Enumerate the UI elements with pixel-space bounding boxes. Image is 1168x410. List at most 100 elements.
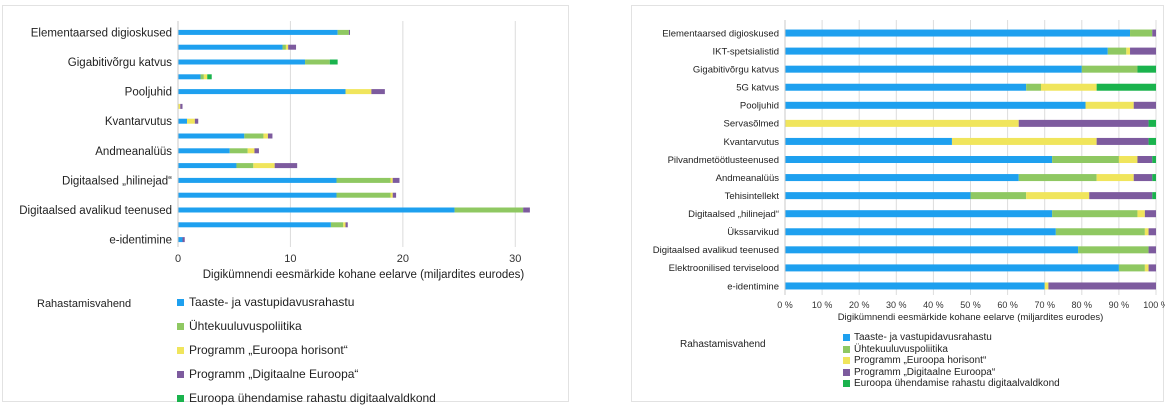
legend-item: Ühtekuuluvuspoliitika [843, 344, 1060, 356]
bar-segment [229, 148, 248, 154]
category-label: Digitaalsed „hilinejad“ [688, 209, 779, 220]
bar-segment [1137, 65, 1156, 73]
bar-segment [1148, 137, 1156, 145]
bar-segment [288, 44, 297, 50]
category-label: Digitaalsed „hilinejad“ [62, 175, 172, 187]
legend-item: Taaste- ja vastupidavusrahastu [177, 290, 436, 314]
category-label: Digitaalsed avalikud teenused [19, 205, 172, 217]
bar-segment [1026, 83, 1041, 91]
bar-segment [178, 89, 346, 95]
bar-segment [1148, 264, 1156, 272]
x-tick-label: 100 % [1143, 300, 1165, 310]
bar-segment [1018, 119, 1149, 127]
bar-segment [348, 29, 351, 35]
bar-segment [274, 163, 298, 169]
left-chart-panel: 0 10 20 30 Elementaarsed digioskused Gigabiti… [2, 5, 569, 405]
bar-segment [178, 44, 283, 50]
x-tick-label: 90 % [1109, 300, 1130, 310]
x-axis-title: Digikümnendi eesmärkide kohane eelarve (… [838, 312, 1104, 323]
bar-segment [178, 148, 230, 154]
bar-segment [329, 59, 338, 65]
bar-segment [1096, 137, 1149, 145]
bar-segment [1044, 282, 1049, 290]
legend-label: Ühtekuuluvuspoliitika [854, 343, 948, 355]
bar-segment [178, 118, 187, 124]
legend-label: Programm „Euroopa horisont“ [189, 343, 348, 357]
bar-segment [390, 177, 393, 183]
category-label: Tehisintellekt [725, 191, 780, 202]
bar-segment [785, 246, 1079, 254]
bar-segment [200, 74, 204, 80]
bar-segment [1148, 119, 1156, 127]
x-tick-label: 80 % [1072, 300, 1093, 310]
bar-segment [1089, 192, 1153, 200]
legend-list: Taaste- ja vastupidavusrahastu Ühtekuuluv… [177, 290, 436, 410]
bar-segment [371, 89, 385, 95]
bar-segment [1118, 264, 1145, 272]
bar-segment [178, 74, 201, 80]
bar-segment [1144, 210, 1156, 218]
x-tick-label: 60 % [997, 300, 1018, 310]
category-label: Pooljuhid [125, 87, 172, 99]
category-label: Pooljuhid [740, 101, 779, 112]
legend-swatch [177, 298, 184, 306]
x-tick-label: 0 [175, 253, 181, 265]
category-label: Servasõlmed [724, 119, 779, 130]
bar-segment [178, 192, 337, 198]
bar-segment [178, 29, 338, 35]
bar-segment [1096, 174, 1134, 182]
bar-segment [343, 222, 346, 228]
bar-segment [785, 119, 1019, 127]
bar-segment [178, 222, 331, 228]
bar-segment [785, 264, 1119, 272]
bar-segment [1078, 246, 1149, 254]
category-label: Elementaarsed digioskused [31, 27, 172, 39]
legend-swatch [177, 346, 184, 354]
bar-segment [390, 192, 393, 198]
bar-segment [267, 133, 273, 139]
x-tick-label: 30 % [886, 300, 907, 310]
legend-title: Rahastamisvahend [680, 339, 766, 350]
x-tick-label: 0 % [777, 300, 793, 310]
bar-segment [1148, 246, 1156, 254]
bar-segment [1018, 174, 1097, 182]
legend-swatch [843, 334, 850, 342]
legend-label: Programm „Euroopa horisont“ [854, 355, 987, 367]
bar-segment [186, 118, 195, 124]
bar-segment [785, 29, 1131, 37]
category-label: IKT-spetsialistid [712, 46, 779, 57]
legend-item: Euroopa ühendamise rahastu digitaalvaldk… [177, 386, 436, 410]
legend-label: Euroopa ühendamise rahastu digitaalvaldk… [189, 391, 436, 405]
category-label: Elektroonilised terviselood [669, 263, 779, 274]
x-tick-label: 40 % [923, 300, 944, 310]
bar-segment [178, 207, 455, 213]
bar-segment [1137, 156, 1153, 163]
x-tick-label: 50 % [960, 300, 981, 310]
bar-segment [345, 89, 372, 95]
legend-label: Taaste- ja vastupidavusrahastu [189, 295, 355, 309]
bar-segment [1144, 228, 1149, 236]
bar-segment [785, 101, 1086, 109]
bar-segment [182, 237, 185, 243]
bar-segment [785, 210, 1053, 218]
bar-segment [785, 83, 1027, 91]
bar-segment [1152, 156, 1156, 163]
bar-segment [253, 163, 275, 169]
bar-segment [392, 192, 397, 198]
legend-item: Programm „Euroopa horisont“ [177, 338, 436, 362]
bar-segment [785, 174, 1019, 182]
category-label: Andmeanalüüs [716, 173, 780, 184]
bar-segment [236, 163, 254, 169]
x-tick-label: 10 [284, 253, 296, 265]
bar-segment [1137, 210, 1145, 218]
bar-segment [392, 177, 400, 183]
bar-segment [203, 74, 208, 80]
bar-segment [1107, 47, 1127, 55]
bar-segment [1144, 264, 1149, 272]
bar-segment [180, 103, 183, 109]
bar-segment [785, 65, 1082, 73]
category-label: Kvantarvutus [724, 137, 780, 148]
bar-segment [1081, 65, 1138, 73]
legend-label: Programm „Digitaalne Euroopa“ [854, 366, 996, 378]
legend-item: Programm „Digitaalne Euroopa“ [843, 367, 1060, 379]
